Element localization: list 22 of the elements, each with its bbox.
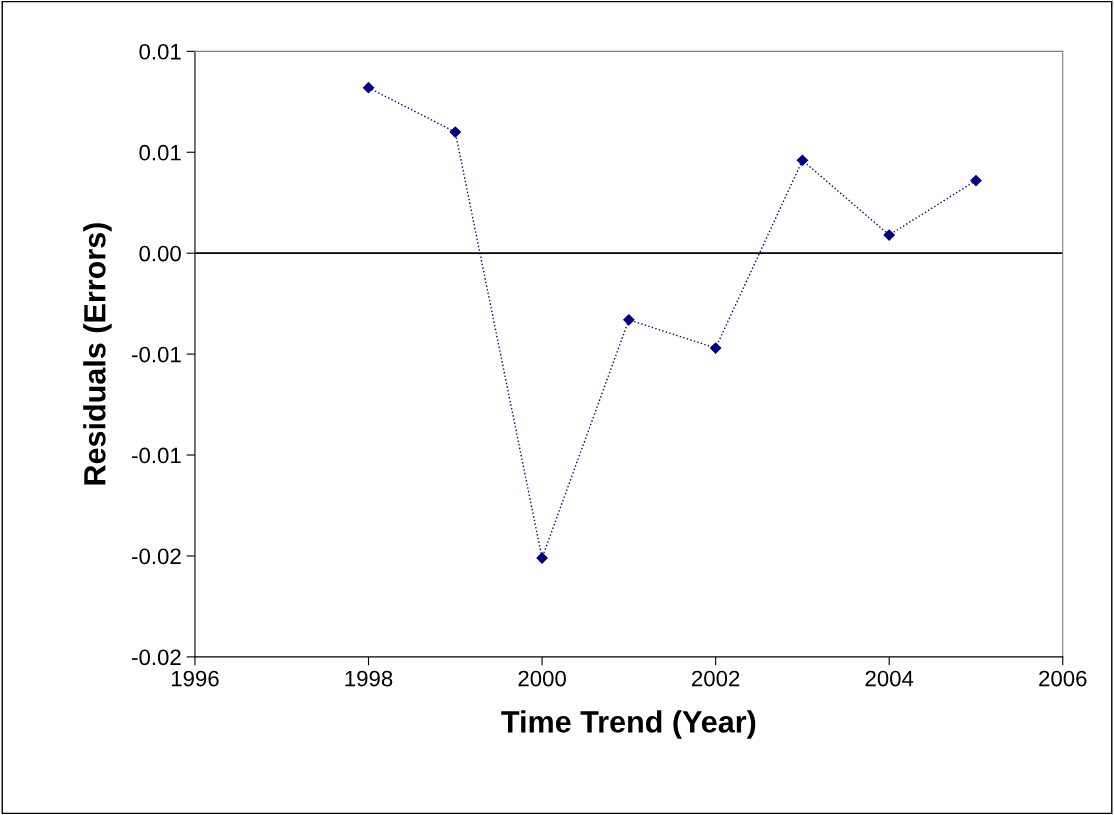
point <box>623 314 635 326</box>
point <box>883 229 895 241</box>
point <box>362 82 375 94</box>
x-tick-label: 2000 <box>518 670 566 687</box>
point <box>970 174 982 187</box>
y-tick-label: -0.01 <box>132 346 181 363</box>
y-tick-label: 0.01 <box>139 43 181 60</box>
y-tick-label: 0.00 <box>139 245 181 262</box>
y-tick-label: 0.01 <box>139 144 181 161</box>
y-tick-label: -0.02 <box>132 649 181 666</box>
point <box>710 342 722 354</box>
point <box>796 154 809 166</box>
x-tick-label: 2006 <box>1039 670 1087 687</box>
y-tick-label: -0.02 <box>132 548 181 565</box>
point <box>449 126 461 138</box>
x-tick-label: 1998 <box>345 670 393 687</box>
x-tick-label: 2004 <box>865 670 914 687</box>
y-axis-title: Residuals (Errors) <box>83 223 112 485</box>
x-tick-label: 1996 <box>171 670 219 687</box>
x-tick-label: 2002 <box>692 670 740 687</box>
x-axis-title: Time Trend (Year) <box>501 710 756 739</box>
y-tick-label: -0.01 <box>132 447 181 464</box>
